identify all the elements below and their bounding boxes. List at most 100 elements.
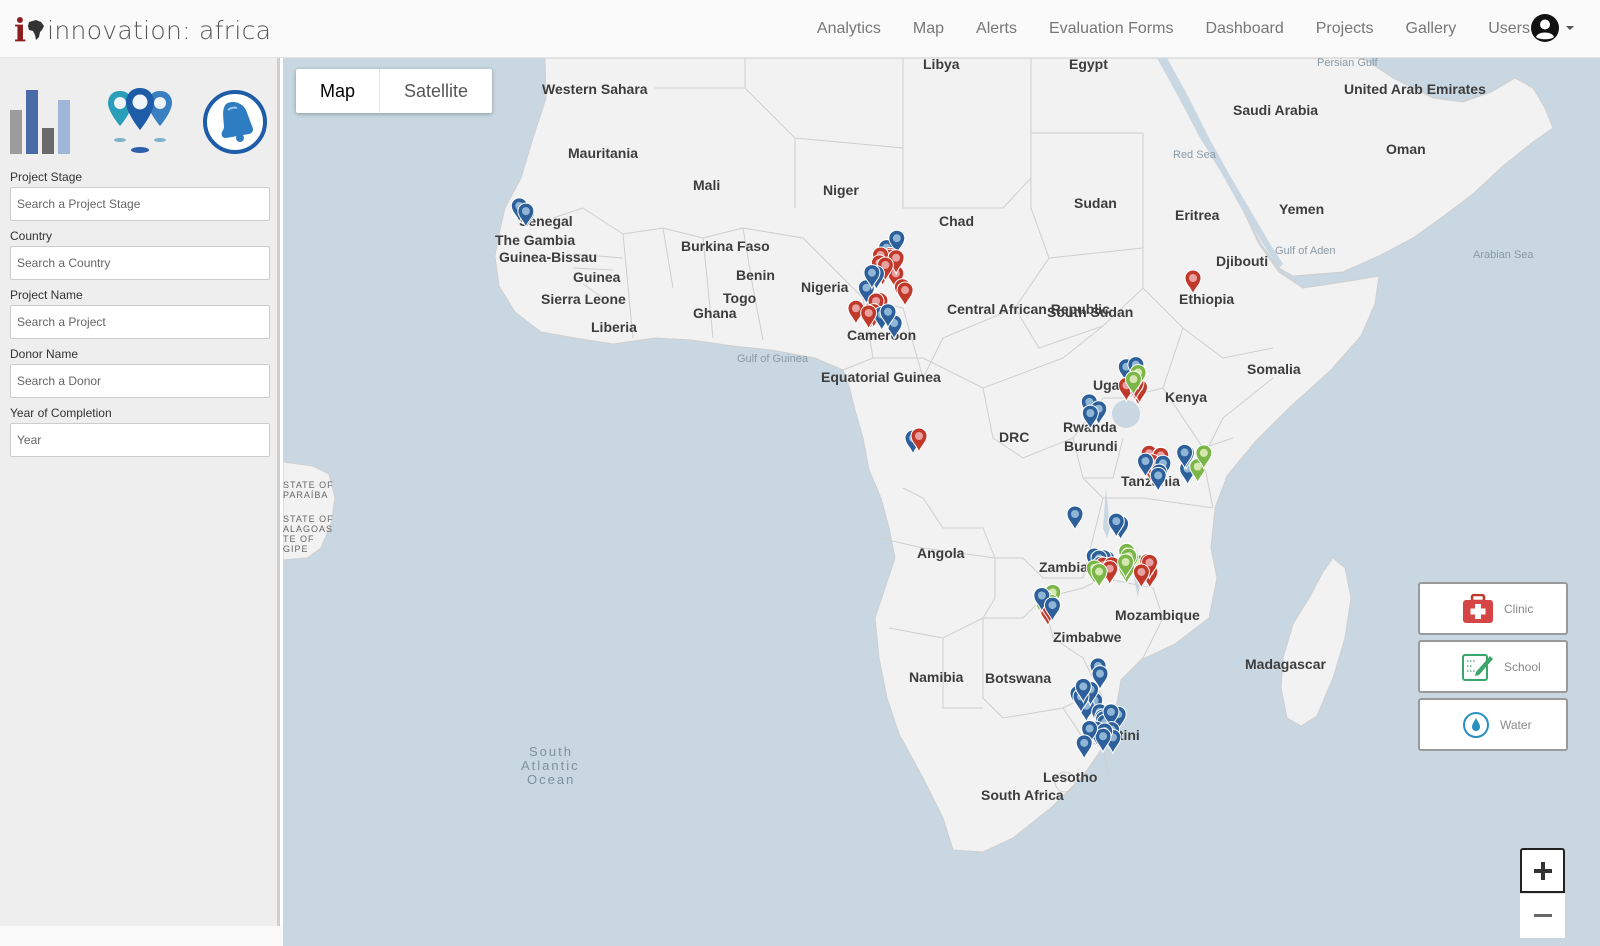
- project-marker-center: [1145, 558, 1154, 567]
- analytics-icon[interactable]: [8, 86, 74, 156]
- nav-gallery[interactable]: Gallery: [1405, 20, 1457, 37]
- project-marker-icon[interactable]: [1074, 677, 1092, 705]
- project-marker-icon[interactable]: [1117, 553, 1135, 580]
- project-marker-center: [1086, 409, 1095, 418]
- nav-alerts[interactable]: Alerts: [976, 20, 1017, 37]
- project-marker-icon[interactable]: [860, 304, 878, 331]
- country-label: Eritrea: [1175, 207, 1220, 223]
- project-marker-icon[interactable]: [863, 264, 881, 291]
- region-label: STATE OF: [283, 480, 334, 490]
- project-marker-icon[interactable]: [1132, 563, 1150, 590]
- plus-icon: [1533, 861, 1552, 880]
- nav-evaluation-forms[interactable]: Evaluation Forms: [1048, 20, 1174, 37]
- project-marker-center: [881, 261, 890, 270]
- country-label: South Sudan: [1047, 304, 1133, 320]
- country-label: Western Sahara: [542, 81, 648, 97]
- project-name-input[interactable]: [10, 305, 270, 339]
- project-marker-icon[interactable]: [517, 202, 535, 229]
- brand-logo[interactable]: i innovation: africa: [14, 10, 271, 50]
- project-marker-icon[interactable]: [1081, 404, 1099, 431]
- year-input[interactable]: [10, 423, 270, 457]
- country-label: Oman: [1386, 141, 1426, 157]
- project-marker-center: [1099, 732, 1108, 741]
- map-canvas: Libya Egypt Western Sahara Mauritania Ma…: [283, 58, 1554, 853]
- avatar-caret-icon: [1566, 26, 1574, 30]
- minus-icon: [1533, 914, 1552, 917]
- project-marker-center: [892, 253, 901, 262]
- project-marker-icon[interactable]: [1102, 703, 1120, 730]
- nav-map[interactable]: Map: [912, 20, 945, 37]
- top-navbar: i innovation: africa Analytics Map Alert…: [0, 0, 1600, 58]
- sea-label: Red Sea: [1173, 149, 1217, 161]
- project-marker-center: [1112, 517, 1121, 526]
- filter-form: Project Stage Country Project Name Donor…: [10, 170, 270, 465]
- country-label: Saudi Arabia: [1233, 102, 1318, 118]
- country-label: Botswana: [985, 670, 1051, 686]
- map-pins-icon[interactable]: [106, 86, 174, 156]
- map-type-map-button[interactable]: Map: [296, 69, 381, 113]
- country-label: Kenya: [1165, 389, 1207, 405]
- region-label: STATE OF: [283, 514, 334, 524]
- country-label: Central African Republic: [947, 301, 1110, 317]
- map-type-control: Map Satellite: [296, 69, 493, 113]
- label-project-stage: Project Stage: [10, 170, 83, 184]
- sea-label: Gulf of Guinea: [737, 353, 809, 365]
- water-drop-icon: [1463, 711, 1489, 738]
- project-marker-icon[interactable]: [879, 303, 897, 330]
- project-marker-center: [1180, 448, 1189, 457]
- country-label: Niger: [823, 182, 859, 198]
- project-marker-center: [1048, 601, 1057, 610]
- ocean-label: Atlantic: [521, 758, 580, 773]
- project-marker-center: [1079, 682, 1088, 691]
- country-label: Angola: [917, 545, 965, 561]
- project-marker-center: [1193, 462, 1202, 471]
- country-label: South Africa: [981, 787, 1064, 803]
- legend-school-button[interactable]: School: [1418, 640, 1568, 693]
- sidebar-footer: [0, 926, 283, 946]
- sea-label: Arabian Sea: [1473, 249, 1534, 261]
- zoom-out-button[interactable]: [1520, 893, 1565, 938]
- country-label: Benin: [736, 267, 775, 283]
- nav-projects[interactable]: Projects: [1315, 20, 1374, 37]
- project-marker-center: [1189, 274, 1197, 282]
- project-marker-icon[interactable]: [1124, 370, 1142, 397]
- africa-landmass: [494, 58, 1380, 853]
- country-input[interactable]: [10, 246, 270, 280]
- project-marker-center: [1037, 591, 1046, 600]
- project-marker-center: [851, 304, 860, 313]
- project-marker-center: [1121, 558, 1130, 567]
- brand-i-letter: i: [14, 11, 27, 49]
- map-type-satellite-button[interactable]: Satellite: [404, 81, 469, 101]
- project-marker-center: [1080, 738, 1089, 747]
- donor-name-input[interactable]: [10, 364, 270, 398]
- nav-dashboard[interactable]: Dashboard: [1205, 20, 1284, 37]
- alert-bell-icon[interactable]: [202, 86, 268, 156]
- project-marker-icon[interactable]: [896, 281, 914, 308]
- project-marker-center: [1129, 375, 1138, 384]
- project-marker-icon[interactable]: [1136, 452, 1154, 479]
- country-label: Mali: [693, 177, 720, 193]
- project-marker-icon[interactable]: [1149, 466, 1167, 493]
- ocean-label: Ocean: [527, 772, 575, 787]
- country-label: Guinea-Bissau: [499, 249, 597, 265]
- zoom-in-button[interactable]: [1520, 848, 1565, 893]
- red-sea: [1157, 58, 1283, 268]
- legend-clinic-label: Clinic: [1504, 601, 1534, 616]
- nav-analytics[interactable]: Analytics: [816, 20, 881, 37]
- project-map[interactable]: Libya Egypt Western Sahara Mauritania Ma…: [283, 58, 1600, 946]
- project-marker-center: [872, 297, 881, 306]
- sea-label: Persian Gulf: [1317, 58, 1378, 69]
- project-marker-center: [867, 268, 876, 277]
- country-label: Yemen: [1279, 201, 1324, 217]
- country-label: Guinea: [573, 269, 621, 285]
- legend-water-button[interactable]: Water: [1418, 698, 1568, 751]
- project-marker-icon[interactable]: [1043, 596, 1061, 623]
- project-stage-input[interactable]: [10, 187, 270, 221]
- legend-clinic-button[interactable]: Clinic: [1418, 582, 1568, 635]
- country-label: Libya: [923, 58, 960, 72]
- user-menu[interactable]: [1530, 13, 1574, 43]
- project-marker-center: [1106, 707, 1115, 716]
- country-label: Togo: [723, 290, 756, 306]
- country-label: Nigeria: [801, 279, 849, 295]
- region-label: TE OF: [283, 534, 315, 544]
